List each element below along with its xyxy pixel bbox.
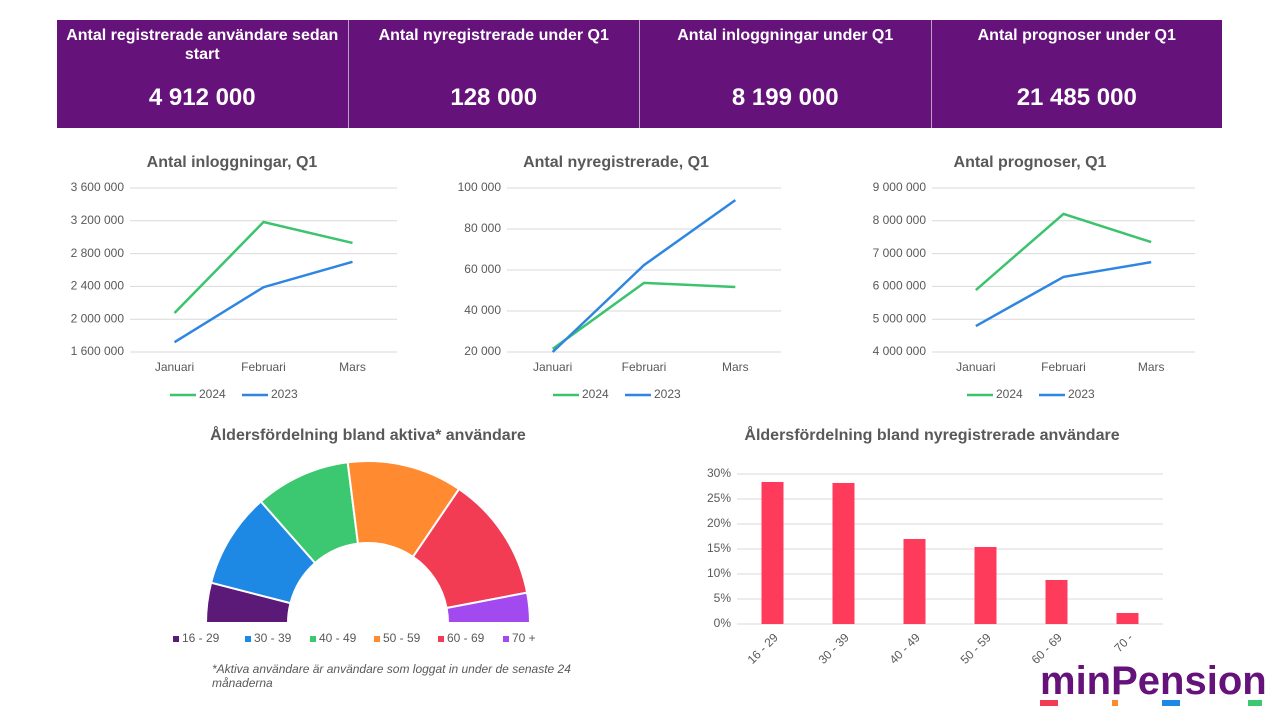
bar [761, 482, 784, 624]
series-line [975, 212, 1152, 291]
x-tick-label: 50 - 59 [958, 630, 995, 667]
y-tick-label: 2 800 000 [71, 246, 125, 260]
bar [903, 539, 926, 624]
legend-swatch [374, 636, 380, 642]
y-tick-label: 4 000 000 [873, 344, 927, 358]
y-tick-label: 20 000 [464, 344, 501, 358]
legend-label: 2024 [996, 387, 1023, 401]
y-tick-label: 20% [707, 516, 731, 530]
x-tick-label: 70 - [1111, 630, 1136, 655]
y-tick-label: 3 600 000 [71, 180, 125, 194]
y-tick-label: 5% [714, 591, 732, 605]
kpi-label: Antal prognoser under Q1 [977, 27, 1176, 44]
legend-swatch [438, 636, 444, 642]
legend-swatch [173, 636, 179, 642]
pie-slice [445, 591, 532, 624]
series-line [551, 281, 736, 350]
legend-label: 40 - 49 [319, 631, 357, 645]
kpi-row: Antal registrerade användare sedan start… [57, 20, 1222, 128]
y-tick-label: 2 400 000 [71, 279, 125, 293]
y-tick-label: 7 000 000 [873, 246, 927, 260]
bar [974, 547, 997, 624]
series-line [173, 260, 353, 344]
y-tick-label: 2 000 000 [71, 311, 125, 325]
chart-title: Åldersfördelning bland nyregistrerade an… [744, 427, 1120, 444]
kpi-value: 21 485 000 [1016, 84, 1137, 111]
y-tick-label: 10% [707, 566, 731, 580]
kpi-card: Antal prognoser under Q1 21 485 000 [930, 20, 1222, 128]
y-tick-label: 30% [707, 466, 731, 480]
x-tick-label: Februari [1041, 360, 1086, 374]
kpi-card: Antal inloggningar under Q1 8 199 000 [639, 20, 931, 128]
y-tick-label: 1 600 000 [71, 344, 125, 358]
kpi-card: Antal nyregistrerade under Q1 128 000 [347, 20, 639, 128]
kpi-label: Antal registrerade användare sedan start [66, 27, 339, 63]
y-tick-label: 0% [714, 616, 732, 630]
y-tick-label: 15% [707, 541, 731, 555]
logo-block [1162, 700, 1180, 706]
legend-label: 50 - 59 [383, 631, 421, 645]
kpi-label: Antal inloggningar under Q1 [677, 27, 894, 44]
footnote: *Aktiva användare är användare som logga… [212, 662, 571, 690]
y-tick-label: 8 000 000 [873, 213, 927, 227]
x-tick-label: Januari [956, 360, 995, 374]
legend-swatch [310, 636, 316, 642]
bar [1045, 580, 1068, 624]
logo-block [1040, 700, 1058, 706]
legend-label: 2024 [199, 387, 226, 401]
legend-label: 2023 [654, 387, 681, 401]
y-tick-label: 5 000 000 [873, 311, 927, 325]
x-tick-label: Mars [1138, 360, 1165, 374]
x-tick-label: Januari [533, 360, 572, 374]
kpi-value: 4 912 000 [148, 84, 256, 111]
x-tick-label: 16 - 29 [745, 630, 782, 667]
x-tick-label: 30 - 39 [816, 630, 853, 667]
kpi-card: Antal registrerade användare sedan start… [57, 20, 348, 128]
legend-label: 2023 [271, 387, 298, 401]
chart-title: Åldersfördelning bland aktiva* användare [210, 427, 526, 444]
legend-swatch [245, 636, 251, 642]
legend-label: 2024 [582, 387, 609, 401]
y-tick-label: 100 000 [458, 180, 502, 194]
y-tick-label: 80 000 [464, 221, 501, 235]
kpi-value: 8 199 000 [731, 84, 839, 111]
kpi-label: Antal nyregistrerade under Q1 [378, 27, 609, 44]
chart-title: Antal prognoser, Q1 [953, 154, 1107, 171]
x-tick-label: 40 - 49 [887, 630, 924, 667]
y-tick-label: 25% [707, 491, 731, 505]
y-tick-label: 40 000 [464, 303, 501, 317]
x-tick-label: Februari [622, 360, 667, 374]
chart-title: Antal inloggningar, Q1 [146, 154, 318, 171]
legend-label: 30 - 39 [254, 631, 292, 645]
legend-label: 70 + [512, 631, 536, 645]
logo-block [1112, 700, 1118, 706]
x-tick-label: Januari [155, 360, 194, 374]
x-tick-label: Mars [339, 360, 366, 374]
bar [1116, 613, 1139, 624]
series-line [551, 199, 737, 353]
legend-swatch [503, 636, 509, 642]
x-tick-label: Mars [722, 360, 749, 374]
kpi-value: 128 000 [450, 84, 538, 111]
legend-label: 2023 [1068, 387, 1095, 401]
series-line [975, 260, 1152, 328]
legend-label: 16 - 29 [182, 631, 220, 645]
y-tick-label: 9 000 000 [873, 180, 927, 194]
chart-title: Antal nyregistrerade, Q1 [523, 154, 709, 171]
y-tick-label: 60 000 [464, 262, 501, 276]
series-line [173, 220, 353, 314]
x-tick-label: Februari [241, 360, 286, 374]
logo: minPension [1040, 659, 1267, 703]
bar [832, 483, 855, 624]
y-tick-label: 6 000 000 [873, 279, 927, 293]
legend-label: 60 - 69 [447, 631, 485, 645]
logo-block [1248, 700, 1262, 706]
y-tick-label: 3 200 000 [71, 213, 125, 227]
